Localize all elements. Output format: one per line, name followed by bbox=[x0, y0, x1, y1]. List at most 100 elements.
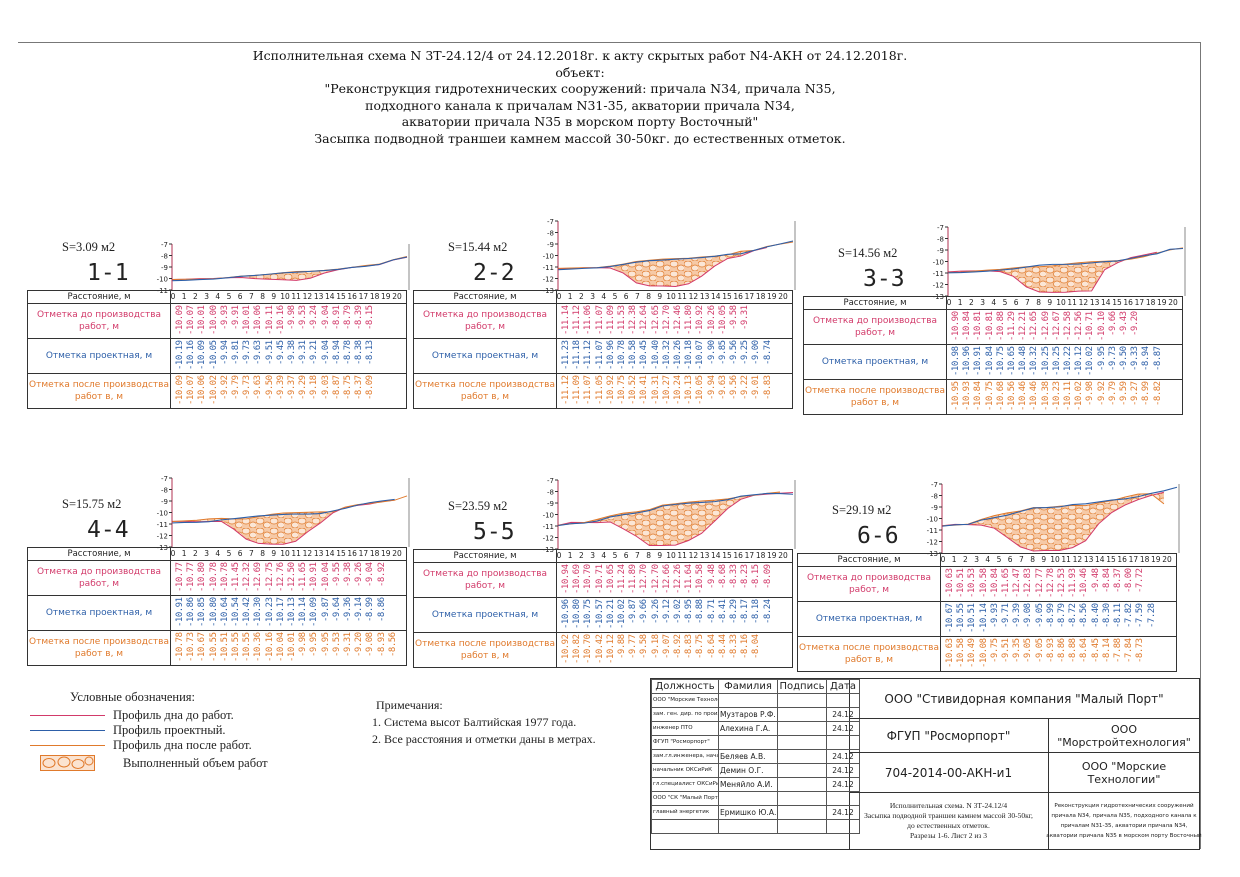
distance-tick: 16 bbox=[1123, 298, 1133, 307]
signature-cell bbox=[777, 763, 827, 778]
elevation-value: -9.20 bbox=[354, 632, 365, 657]
elevation-value: -8.79 bbox=[343, 305, 353, 330]
elevation-value: -10.22 bbox=[1063, 346, 1073, 376]
elevation-value: -8.17 bbox=[740, 599, 751, 624]
distance-tick: 1 bbox=[951, 555, 957, 564]
elevation-value: -9.90 bbox=[706, 340, 717, 365]
elevation-value: -12.32 bbox=[242, 562, 253, 592]
after-values: -10.78 -10.73 -10.67 -10.55 -10.51 -10.55 -10.… bbox=[170, 630, 407, 666]
elevation-value: -9.92 bbox=[219, 375, 230, 400]
elevation-value: -10.91 bbox=[175, 597, 185, 627]
approvals-header-cell: Фамилия bbox=[718, 679, 778, 694]
elevation-value: -8.44 bbox=[717, 634, 728, 659]
legend: Условные обозначения: Профиль дна до раб… bbox=[30, 690, 268, 773]
elevation-value: -8.30 bbox=[1101, 603, 1112, 628]
line-swatch-icon bbox=[30, 715, 105, 716]
elevation-value: -10.06 bbox=[197, 375, 208, 405]
position-cell: начальник ОКСиРиК bbox=[651, 763, 719, 778]
distance-tick: 12 bbox=[1078, 298, 1089, 307]
distance-tick: 9 bbox=[1041, 555, 1047, 564]
distance-tick: 14 bbox=[711, 292, 721, 301]
distance-tick: 20 bbox=[1162, 555, 1172, 564]
position-cell: зам. ген. дир. по производству bbox=[651, 707, 719, 722]
approval-row: ООО "СК "Малый Порт" bbox=[651, 791, 860, 806]
distance-tick: 12 bbox=[688, 292, 699, 301]
legend-label: Профиль дна после работ. bbox=[113, 738, 252, 752]
elevation-value: -10.24 bbox=[673, 375, 683, 405]
elevation-value: -10.23 bbox=[1051, 381, 1062, 411]
distance-tick: 1 bbox=[181, 292, 187, 301]
elevation-value: -10.16 bbox=[186, 340, 197, 370]
distance-tick: 16 bbox=[733, 551, 743, 560]
elevation-value: -8.99 bbox=[365, 597, 376, 622]
distance-tick: 6 bbox=[237, 292, 243, 301]
elevation-value: -9.04 bbox=[365, 562, 376, 587]
elevation-value: -10.42 bbox=[594, 634, 605, 664]
sheet-desc-line: до естественных отметок. bbox=[907, 821, 990, 830]
y-tick-label: -9 bbox=[931, 504, 938, 512]
after-row-label: Отметка после производства работ в, м bbox=[27, 373, 171, 409]
surname-cell: Демин О.Г. bbox=[718, 763, 778, 778]
signature-cell bbox=[777, 693, 827, 708]
elevation-value: -8.41 bbox=[717, 599, 728, 624]
elevation-value: -10.21 bbox=[605, 599, 616, 629]
elevation-value: -10.78 bbox=[208, 562, 219, 592]
before-values: -10.77 -10.77 -10.80 -10.78 -10.78 -11.45 -12.… bbox=[170, 560, 407, 596]
distance-ticks: 0 1 2 3 4 5 6 7 8 9 10 11 12 13 14 15 16 17 18 19 20 bbox=[946, 296, 1183, 310]
elevation-value: -9.88 bbox=[617, 634, 627, 659]
elevation-value: -10.63 bbox=[945, 638, 955, 668]
elevation-value: -8.94 bbox=[331, 340, 342, 365]
after-values: -10.09 -10.07 -10.06 -10.02 -9.92 -9.79 -9.73-… bbox=[170, 373, 407, 409]
distance-tick: 6 bbox=[1007, 555, 1013, 564]
section-name: 6-6 bbox=[857, 523, 899, 549]
elevation-value: -9.31 bbox=[740, 305, 751, 330]
elevation-value: -12.75 bbox=[264, 562, 275, 592]
elevation-value: -8.16 bbox=[740, 634, 751, 659]
note-item: 2. Все расстояния и отметки даны в метра… bbox=[372, 732, 596, 746]
elevation-table: Расстояние, м 0 1 2 3 4 5 6 7 8 9 10 11 12 13 14 15 16 17 1… bbox=[413, 549, 793, 668]
elevation-table: Расстояние, м 0 1 2 3 4 5 6 7 8 9 10 11 12 13 14 15 16 17 1… bbox=[797, 553, 1177, 672]
position-cell: зам.гл.инженера, начальник ОКСиР bbox=[651, 749, 719, 764]
surname-cell: Музтаров Р.Ф. bbox=[718, 707, 778, 722]
filled-volume-area bbox=[558, 491, 780, 546]
y-tick-label: -8 bbox=[547, 230, 554, 238]
elevation-value: -9.48 bbox=[706, 564, 717, 589]
company-name: ООО "Стивидорная компания "Малый Порт" bbox=[849, 679, 1199, 719]
elevation-value: -8.75 bbox=[343, 375, 353, 400]
elevation-value: -9.56 bbox=[729, 375, 739, 400]
elevation-value: -9.94 bbox=[219, 340, 230, 365]
elevation-value: -10.55 bbox=[231, 632, 241, 662]
title-line: Исполнительная схема N 3Т-24.12/4 от 24.… bbox=[252, 48, 908, 63]
distance-tick: 5 bbox=[226, 292, 232, 301]
elevation-value: -9.98 bbox=[298, 632, 309, 657]
elevation-value: -10.55 bbox=[956, 603, 967, 633]
y-tick-label: -9 bbox=[161, 498, 168, 506]
distance-tick: 0 bbox=[556, 551, 562, 560]
elevation-value: -8.92 bbox=[673, 634, 683, 659]
elevation-value: -8.13 bbox=[365, 340, 376, 365]
distance-tick: 18 bbox=[755, 292, 766, 301]
elevation-value: -10.26 bbox=[673, 340, 683, 370]
elevation-value: -10.81 bbox=[973, 311, 984, 341]
elevation-value: -10.88 bbox=[995, 311, 1006, 341]
distance-tick: 18 bbox=[369, 549, 380, 558]
distance-ticks: 0 1 2 3 4 5 6 7 8 9 10 11 12 13 14 15 16 17 18 19 20 bbox=[556, 549, 793, 563]
elevation-value: -10.02 bbox=[617, 599, 627, 629]
elevation-value: -9.53 bbox=[331, 632, 342, 657]
elevation-value: -11.93 bbox=[1068, 568, 1079, 598]
pebble-fill-swatch-icon bbox=[40, 755, 95, 771]
distance-tick: 4 bbox=[991, 298, 997, 307]
distance-tick: 1 bbox=[957, 298, 963, 307]
elevation-value: -10.70 bbox=[583, 564, 594, 594]
elevation-value: -9.43 bbox=[1119, 311, 1129, 336]
distance-ticks: 0 1 2 3 4 5 6 7 8 9 10 11 12 13 14 15 16 17 18 19 20 bbox=[556, 290, 793, 304]
distance-tick: 5 bbox=[612, 292, 618, 301]
approval-row: зам. ген. дир. по производствуМузтаров Р… bbox=[651, 707, 860, 722]
elevation-value: -10.96 bbox=[962, 346, 973, 376]
distance-tick: 6 bbox=[623, 551, 629, 560]
elevation-value: -8.79 bbox=[1057, 603, 1067, 628]
before-values: -10.09 -10.07 -10.01 -10.00 -9.93 -9.91 -10.01… bbox=[170, 303, 407, 339]
elevation-value: -10.65 bbox=[1007, 346, 1017, 376]
distance-tick: 7 bbox=[249, 292, 254, 301]
elevation-value: -10.25 bbox=[1051, 346, 1062, 376]
